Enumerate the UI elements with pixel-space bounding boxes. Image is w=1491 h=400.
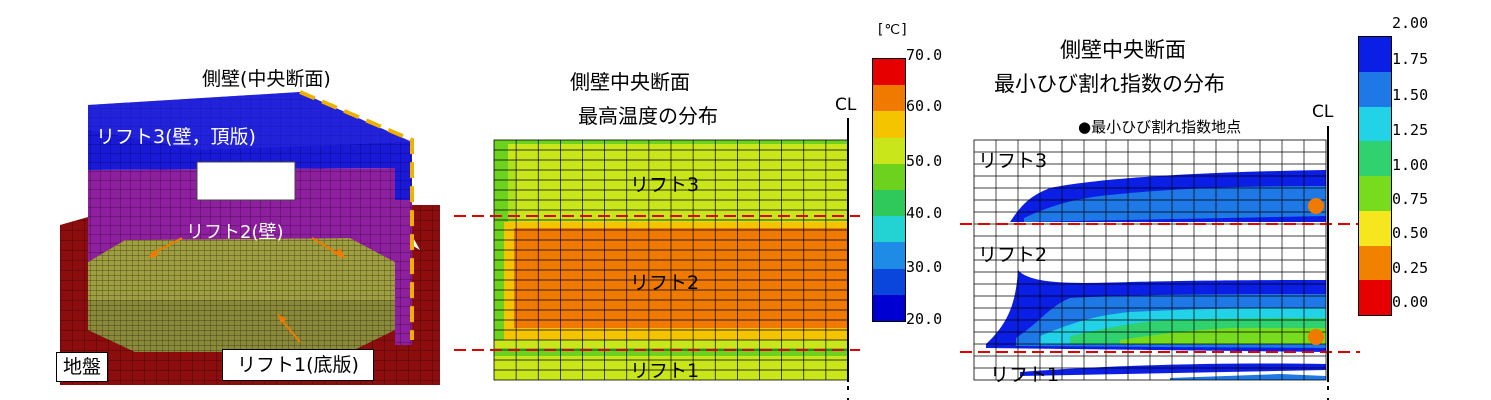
fem-model-view: 側壁(中央断面) リフト3(壁，頂版) リフト2(壁) リフト1(底版) 地盤 <box>0 0 440 400</box>
temperature-colorbar-swatch <box>873 268 905 295</box>
temperature-tick-0: 70.0 <box>906 46 943 64</box>
fem-model-drawing <box>60 90 440 385</box>
crack-colorbar-swatch <box>1359 71 1391 107</box>
crack-colorbar-swatch <box>1359 280 1391 315</box>
temperature-zone-label-lift1: リフト1 <box>630 360 700 382</box>
temperature-colorbar-swatch <box>873 216 905 243</box>
temperature-tick-4: 30.0 <box>906 258 943 276</box>
temperature-colorbar-swatch <box>873 111 905 138</box>
crack-zone-label-lift2: リフト2 <box>978 244 1048 266</box>
crack-legend-marker: ●最小ひび割れ指数地点 <box>1078 118 1242 136</box>
temperature-colorbar-swatch <box>873 85 905 112</box>
crack-colorbar-swatch <box>1359 245 1391 281</box>
temperature-colorbar-swatch <box>873 294 905 322</box>
crack-index-panel: 側壁中央断面 最小ひび割れ指数の分布 ●最小ひび割れ指数地点 CL リフト3 リ… <box>950 0 1491 400</box>
crack-title-line2: 最小ひび割れ指数の分布 <box>994 72 1225 96</box>
temperature-tick-5: 20.0 <box>906 310 943 328</box>
crack-cl-label: CL <box>1312 102 1334 122</box>
crack-zone-label-lift1: リフト1 <box>990 364 1060 386</box>
crack-zone-label-lift3: リフト3 <box>978 150 1048 172</box>
lift3-label: リフト3(壁，頂版) <box>96 126 256 148</box>
crack-colorbar <box>1358 36 1392 316</box>
temperature-title-line2: 最高温度の分布 <box>578 104 718 128</box>
temperature-tick-1: 60.0 <box>906 97 943 115</box>
temperature-tick-3: 40.0 <box>906 204 943 222</box>
crack-tick-3: 1.25 <box>1392 121 1429 139</box>
crack-colorbar-swatch <box>1359 210 1391 246</box>
crack-colorbar-swatch <box>1359 37 1391 72</box>
crack-tick-0: 2.00 <box>1392 14 1429 32</box>
crack-tick-6: 0.50 <box>1392 224 1429 242</box>
temperature-contour <box>454 118 860 400</box>
temperature-colorbar-swatch <box>873 190 905 217</box>
temperature-colorbar-swatch <box>873 163 905 191</box>
temperature-colorbar <box>872 58 906 322</box>
crack-tick-7: 0.25 <box>1392 259 1429 277</box>
temperature-title-line1: 側壁中央断面 <box>570 70 690 94</box>
temperature-panel: 側壁中央断面 最高温度の分布 CL リフト3 リフト2 リフト1 [℃] <box>440 0 910 400</box>
crack-min-point-lift2 <box>1308 329 1324 345</box>
crack-tick-4: 1.00 <box>1392 156 1429 174</box>
lift2-label: リフト2(壁) <box>186 222 284 243</box>
crack-colorbar-swatch <box>1359 176 1391 211</box>
temperature-colorbar-swatch <box>873 137 905 164</box>
temperature-colorbar-swatch <box>873 242 905 269</box>
crack-title-line1: 側壁中央断面 <box>1060 38 1186 62</box>
wall-lift2-mesh <box>88 168 395 262</box>
crack-tick-5: 0.75 <box>1392 190 1429 208</box>
crack-index-contour <box>960 126 1360 400</box>
temperature-zone-label-lift3: リフト3 <box>630 174 700 196</box>
temperature-colorbar-swatch <box>873 59 905 86</box>
temperature-cl-label: CL <box>835 95 857 115</box>
temperature-zone-label-lift2: リフト2 <box>630 272 700 294</box>
crack-tick-2: 1.50 <box>1392 86 1429 104</box>
side-wall-label: 側壁(中央断面) <box>202 68 331 90</box>
crack-colorbar-swatch <box>1359 106 1391 142</box>
crack-min-point-lift3 <box>1308 198 1324 214</box>
crack-tick-1: 1.75 <box>1392 50 1429 68</box>
temperature-colorbar-unit: [℃] <box>876 22 909 38</box>
crack-colorbar-swatch <box>1359 141 1391 176</box>
ground-label: 地盤 <box>56 352 109 382</box>
wall-opening <box>196 161 296 201</box>
crack-tick-8: 0.00 <box>1392 293 1429 311</box>
temperature-tick-2: 50.0 <box>906 152 943 170</box>
lift1-label: リフト1(底版) <box>222 349 374 381</box>
section-line <box>299 90 414 340</box>
